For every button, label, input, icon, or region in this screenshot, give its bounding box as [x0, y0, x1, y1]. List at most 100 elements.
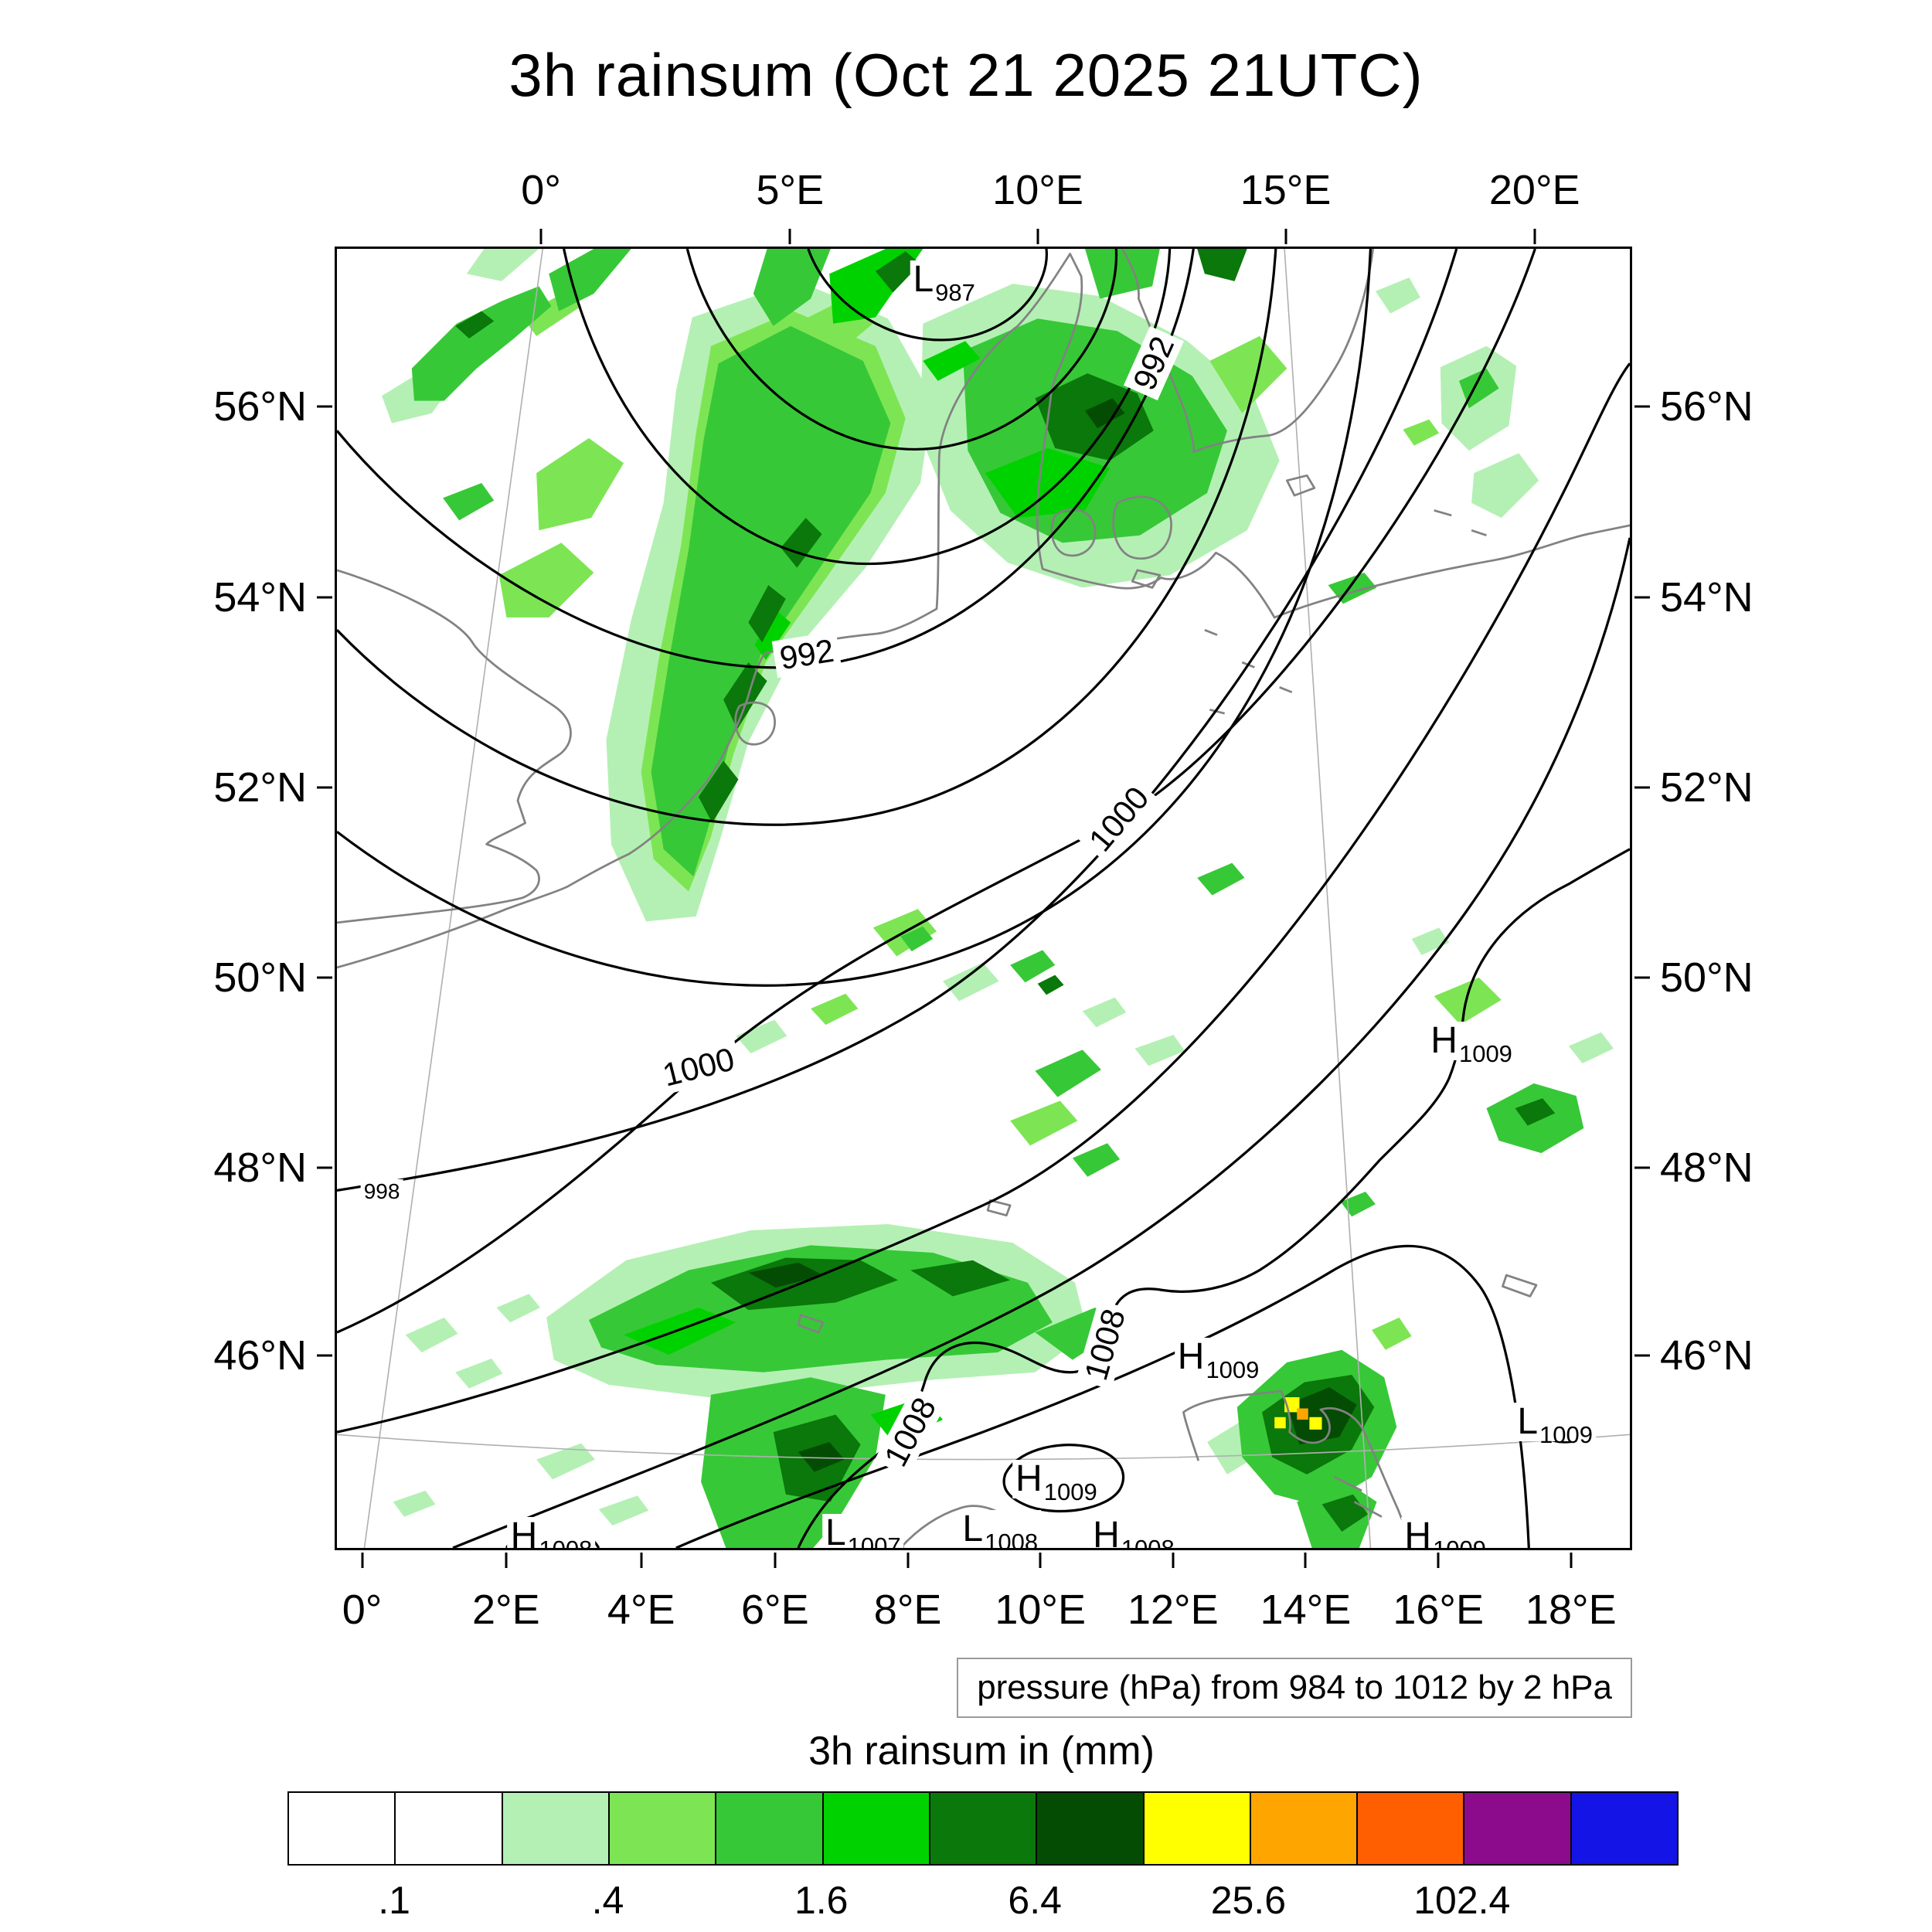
contour-value-label: 1000: [1077, 775, 1160, 863]
colorbar-cell: [394, 1793, 502, 1864]
pressure-center-label: L1009: [1514, 1403, 1597, 1447]
rain-patch: [798, 1442, 845, 1472]
tick-top: [1533, 229, 1536, 244]
lake-geneva: [797, 1314, 825, 1334]
colorbar-cell: [1570, 1793, 1678, 1864]
axis-label-left: 54°N: [213, 574, 307, 621]
tick-top: [539, 229, 543, 244]
axis-label-left: 50°N: [213, 954, 307, 1002]
rain-patch: [1197, 862, 1245, 896]
tick-bottom: [1039, 1553, 1042, 1568]
meridian-0E: [363, 249, 543, 1548]
colorbar-cell: [289, 1793, 395, 1864]
axis-label-bottom: 0°: [342, 1587, 383, 1633]
tick-bottom: [1570, 1553, 1573, 1568]
pressure-center-label: H1009: [1174, 1338, 1263, 1382]
tick-right: [1634, 596, 1650, 599]
rain-patch: [698, 760, 739, 823]
axis-label-bottom: 6°E: [741, 1587, 809, 1633]
coastline-islands: [1334, 1475, 1383, 1518]
colorbar-cell: [1249, 1793, 1357, 1864]
rain-patch: [598, 1495, 649, 1526]
tick-right: [1634, 405, 1650, 408]
rain-patch: [1072, 1143, 1121, 1177]
colorbar-tick-labels: .1 .4 1.6 6.4 25.6 102.4: [287, 1878, 1675, 1924]
colorbar-tick-label: 6.4: [1008, 1879, 1062, 1922]
contour-994: [337, 249, 1277, 826]
axis-label-bottom: 14°E: [1260, 1587, 1352, 1633]
rain-patch: [1375, 277, 1420, 314]
pressure-center-label: H1009: [1012, 1460, 1100, 1504]
rain-patch: [1084, 398, 1125, 429]
tick-right: [1634, 1354, 1650, 1357]
contour-996: [337, 249, 1372, 987]
tick-right: [1634, 976, 1650, 979]
coastline-britain: [337, 569, 572, 924]
axis-label-bottom: 10°E: [995, 1587, 1087, 1633]
axis-label-right: 48°N: [1660, 1145, 1753, 1192]
rain-patch: [443, 482, 495, 521]
pressure-center-label: H1008: [1090, 1515, 1178, 1548]
rain-patch: [411, 286, 552, 401]
rain-patch: [536, 437, 624, 531]
rain-patch: [910, 1260, 1011, 1297]
rain-patch: [405, 1317, 458, 1352]
contour-1008: [797, 848, 1630, 1548]
rain-patch: [1515, 1098, 1556, 1126]
tick-top: [1036, 229, 1039, 244]
tick-left: [317, 1166, 332, 1169]
contour-value-label: 1008: [1075, 1300, 1134, 1390]
rain-patch: [1134, 1034, 1185, 1066]
rain-maximum-orange: [1297, 1408, 1308, 1420]
rain-patch: [393, 1490, 436, 1517]
contour-1004: [452, 537, 1630, 1548]
rain-patch: [536, 1443, 595, 1480]
contour-closed-high: [1002, 1444, 1125, 1513]
contour-988: [685, 249, 1117, 451]
rain-patch: [1037, 975, 1064, 995]
rain-patch: [1035, 1049, 1101, 1097]
rain-patch: [455, 1359, 503, 1389]
pressure-center-label: L987: [910, 260, 978, 304]
tick-top: [1284, 229, 1287, 244]
map-canvas: L987 992 992 1000 1000 998 1008 1008 H1009 H1009 L…: [335, 247, 1632, 1550]
contour-value-label: 992: [1123, 326, 1184, 401]
pressure-center-label: L1007: [821, 1513, 904, 1548]
tick-top: [788, 229, 791, 244]
tick-bottom: [640, 1553, 643, 1568]
rain-patch: [549, 249, 631, 311]
rain-patch: [900, 926, 934, 951]
axis-label-right: 56°N: [1660, 383, 1753, 430]
contour-1002: [337, 362, 1630, 1434]
tick-bottom: [1172, 1553, 1175, 1568]
pressure-caption: pressure (hPa) from 984 to 1012 by 2 hPa: [957, 1658, 1632, 1718]
rain-patch: [748, 1262, 824, 1288]
colorbar-tick-label: 1.6: [794, 1879, 849, 1922]
graticule-layer: [337, 249, 1630, 1548]
colorbar-tick-label: .4: [591, 1879, 624, 1922]
rain-patch: [923, 341, 981, 381]
contour-value-label: 992: [771, 631, 842, 679]
tick-bottom: [505, 1553, 508, 1568]
rain-patch: [1010, 1100, 1078, 1146]
contour-992: [337, 249, 1195, 669]
coastline-island: [1131, 569, 1162, 589]
axis-label-left: 52°N: [213, 764, 307, 811]
axis-label-bottom: 12°E: [1127, 1587, 1219, 1633]
rain-patch: [1434, 977, 1502, 1026]
colorbar-cell: [821, 1793, 929, 1864]
coastline-sweden: [1121, 249, 1375, 454]
tick-left: [317, 405, 332, 408]
tick-left: [317, 976, 332, 979]
colorbar-cell: [1356, 1793, 1464, 1864]
axis-label-right: 54°N: [1660, 574, 1753, 621]
pressure-center-label: H1009: [1401, 1517, 1490, 1548]
colorbar: [287, 1791, 1679, 1866]
axis-label-top: 0°: [521, 167, 561, 213]
meridian-15E: [1284, 249, 1372, 1548]
rain-patch: [736, 1019, 787, 1054]
colorbar-cell: [1036, 1793, 1143, 1864]
contour-value-label: 1000: [653, 1039, 743, 1096]
map-label-layer: L987 992 992 1000 1000 998 1008 1008 H1009 H1009 L…: [337, 249, 1630, 1548]
